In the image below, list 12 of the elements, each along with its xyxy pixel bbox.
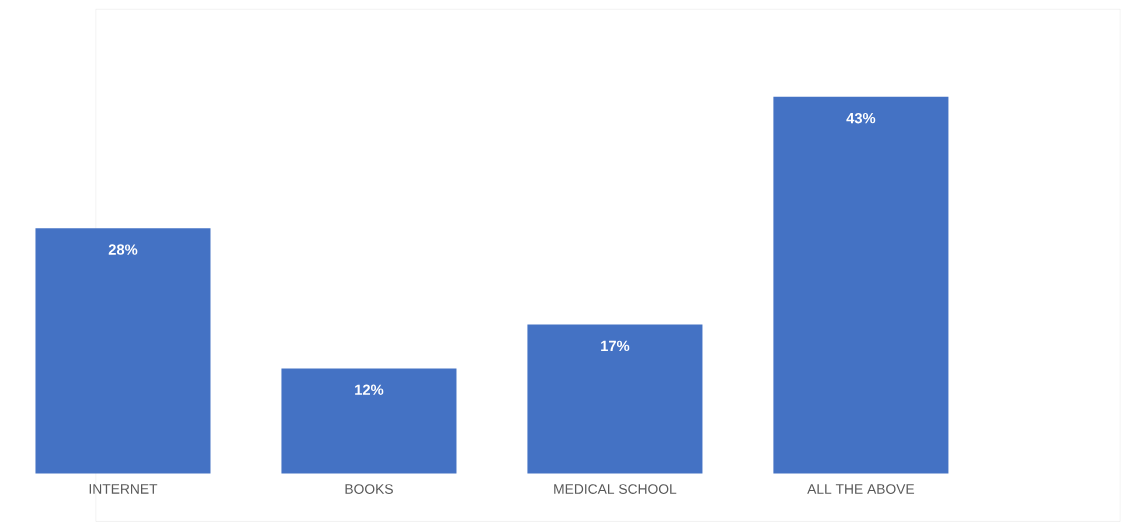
data-label: 28%: [108, 244, 138, 255]
x-tick-label: MEDICAL SCHOOL: [554, 483, 677, 494]
x-tick-label: ALL THE ABOVE: [807, 483, 915, 494]
x-tick-label: INTERNET: [89, 483, 158, 494]
bar: [35, 228, 211, 474]
bar: [527, 324, 703, 474]
data-label: 43%: [846, 112, 876, 124]
bar: [281, 368, 457, 474]
x-tick-label: BOOKS: [345, 483, 393, 494]
data-label: 12%: [355, 384, 384, 395]
data-label: 17%: [601, 340, 630, 351]
bar: [773, 96, 949, 474]
